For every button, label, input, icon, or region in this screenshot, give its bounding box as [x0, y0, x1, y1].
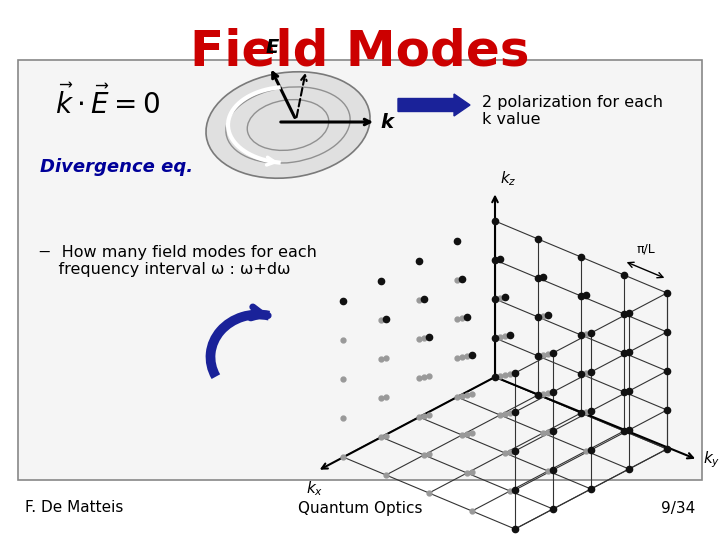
Text: k$_y$: k$_y$ [703, 449, 720, 470]
FancyArrow shape [398, 94, 470, 116]
Text: F. De Matteis: F. De Matteis [25, 501, 123, 516]
Text: $\vec{k} \cdot \vec{E} = 0$: $\vec{k} \cdot \vec{E} = 0$ [55, 85, 160, 120]
Text: k: k [380, 112, 393, 132]
Text: −  How many field modes for each
    frequency interval ω : ω+dω: − How many field modes for each frequenc… [38, 245, 317, 278]
Text: π/L: π/L [636, 243, 655, 256]
FancyBboxPatch shape [18, 60, 702, 480]
Text: Quantum Optics: Quantum Optics [298, 501, 422, 516]
Text: E: E [265, 38, 279, 57]
Text: Divergence eq.: Divergence eq. [40, 158, 193, 176]
Text: k$_z$: k$_z$ [500, 169, 517, 187]
Text: 2 polarization for each
k value: 2 polarization for each k value [482, 95, 663, 127]
Text: k$_x$: k$_x$ [305, 479, 323, 498]
Text: 9/34: 9/34 [661, 501, 695, 516]
Text: Field Modes: Field Modes [190, 28, 530, 76]
Ellipse shape [206, 72, 370, 178]
